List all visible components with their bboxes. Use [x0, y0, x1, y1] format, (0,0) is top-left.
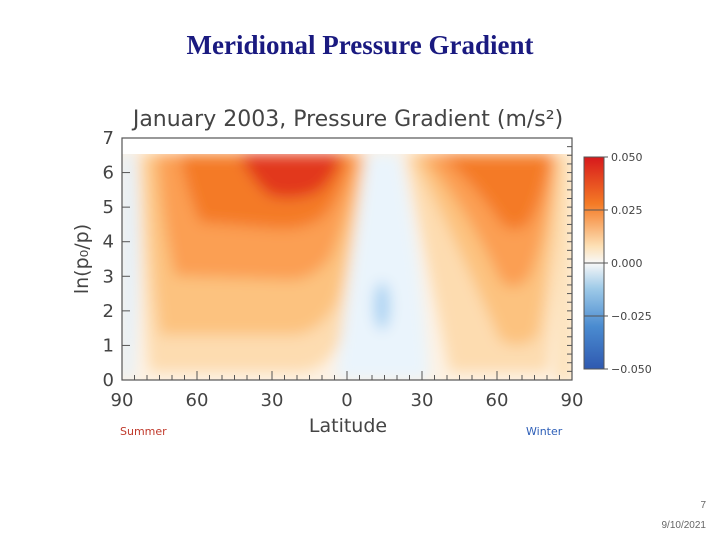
field-winter-core: [440, 154, 550, 230]
page-number: 7: [700, 500, 706, 511]
winter-label: Winter: [526, 425, 563, 438]
y-tick-label: 2: [103, 301, 114, 322]
y-tick-label: 0: [103, 370, 114, 391]
y-tick-label: 7: [103, 128, 114, 149]
colorbar-tick-label: 0.025: [611, 204, 643, 217]
y-tick-label: 6: [103, 163, 114, 184]
colorbar-tick-label: −0.050: [611, 363, 652, 376]
y-tick-label: 1: [103, 335, 114, 356]
heatmap-field: [122, 140, 572, 380]
slide-title: Meridional Pressure Gradient: [186, 30, 534, 60]
field-equator-minimum: [374, 282, 390, 330]
colorbar-ticks: 0.050 0.025 0.000 −0.025 −0.050: [584, 151, 652, 376]
x-tick-label: 30: [411, 390, 434, 411]
y-axis-label: ln(p₀/p): [71, 224, 93, 294]
x-tick-label: 90: [111, 390, 134, 411]
field-winter-polar-band: [556, 154, 572, 380]
field-equator-band: [335, 154, 430, 380]
x-tick-label: 0: [341, 390, 352, 411]
colorbar-tick-label: 0.000: [611, 257, 643, 270]
y-tick-label: 4: [103, 232, 114, 253]
x-tick-label: 30: [261, 390, 284, 411]
field-top-cap: [122, 140, 572, 154]
summer-label: Summer: [120, 425, 167, 438]
slide-date: 9/10/2021: [661, 520, 707, 531]
x-axis: 90 60 30 0 30 60 90: [111, 371, 584, 411]
y-axis: 0 1 2 3 4 5 6 7: [103, 128, 572, 391]
x-tick-label: 60: [486, 390, 509, 411]
x-tick-label: 90: [561, 390, 584, 411]
x-axis-label: Latitude: [309, 415, 387, 437]
y-tick-label: 3: [103, 266, 114, 287]
chart-title: January 2003, Pressure Gradient (m/s²): [131, 107, 563, 132]
x-tick-label: 60: [186, 390, 209, 411]
colorbar-tick-label: −0.025: [611, 310, 652, 323]
field-summer-core: [240, 154, 342, 199]
pressure-gradient-figure: January 2003, Pressure Gradient (m/s²) 9…: [71, 107, 652, 438]
field-blue-polar-band: [122, 154, 138, 380]
y-tick-label: 5: [103, 197, 114, 218]
colorbar-tick-label: 0.050: [611, 151, 643, 164]
